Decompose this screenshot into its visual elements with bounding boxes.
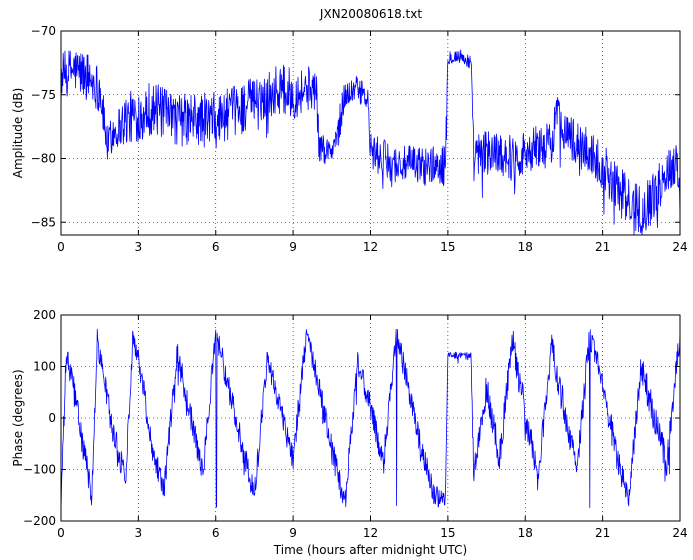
x-tick-label: 3: [135, 526, 143, 540]
x-tick-label: 6: [212, 526, 220, 540]
x-tick-label: 12: [363, 526, 378, 540]
figure-title: JXN20080618.txt: [319, 7, 422, 21]
y-axis-label: Amplitude (dB): [11, 88, 25, 179]
y-tick-label: 200: [33, 308, 56, 322]
x-tick-label: 0: [57, 526, 65, 540]
y-tick-label: −70: [31, 24, 56, 38]
phase-axes: 0 3 6 9 12 15 18 21 24 −200 −100 0 100 200 Phase (degr…: [11, 308, 688, 557]
y-tick-label: −85: [31, 215, 56, 229]
x-tick-label: 21: [595, 240, 610, 254]
y-tick-label: 0: [48, 411, 56, 425]
y-tick-label: −200: [23, 514, 56, 528]
x-tick-label: 9: [289, 526, 297, 540]
x-tick-label: 18: [518, 526, 533, 540]
amplitude-series-line: [60, 49, 681, 236]
y-tick-label: −100: [23, 463, 56, 477]
x-tick-label: 12: [363, 240, 378, 254]
x-tick-label: 15: [440, 240, 455, 254]
x-tick-label: 6: [212, 240, 220, 254]
x-tick-label: 18: [518, 240, 533, 254]
x-tick-label: 9: [289, 240, 297, 254]
x-tick-label: 15: [440, 526, 455, 540]
x-tick-label: 0: [57, 240, 65, 254]
y-axis-label: Phase (degrees): [11, 369, 25, 466]
y-tick-label: 100: [33, 360, 56, 374]
x-tick-label: 21: [595, 526, 610, 540]
x-tick-label: 24: [672, 526, 687, 540]
y-tick-label: −75: [31, 88, 56, 102]
amplitude-axes: 0 3 6 9 12 15 18 21 24 −85 −80 −75 −70 Amplitude (dB): [11, 24, 688, 254]
x-tick-label: 3: [135, 240, 143, 254]
x-tick-label: 24: [672, 240, 687, 254]
y-tick-label: −80: [31, 152, 56, 166]
x-axis-label: Time (hours after midnight UTC): [273, 543, 467, 557]
phase-series-line: [60, 328, 681, 511]
